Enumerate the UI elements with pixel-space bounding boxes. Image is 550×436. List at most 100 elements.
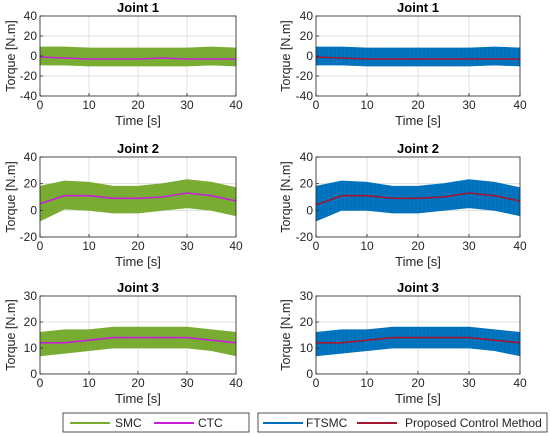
y-axis-label: Torque [N.m]	[279, 161, 293, 233]
x-tick-label: 0	[313, 376, 320, 390]
y-tick-label: 0	[30, 367, 37, 381]
chart-panel-6: 0 10 20 30 40 0 10 20 30 Joint 3 Time [s] Torque [N…	[279, 280, 527, 406]
x-tick-label: 30	[462, 98, 476, 112]
x-tick-label: 0	[37, 376, 44, 390]
chart-panel-5: 0 10 20 30 40 0 10 20 30 Joint 3 Time [s] Torque [N…	[4, 280, 243, 406]
y-tick-label: 20	[300, 29, 314, 43]
x-axis-label: Time [s]	[395, 391, 441, 406]
y-tick-label: -40	[20, 89, 38, 103]
chart-title: Joint 1	[117, 0, 159, 15]
series-line-ctc	[39, 56, 236, 60]
y-tick-label: 20	[300, 177, 314, 191]
x-tick-label: 0	[37, 239, 44, 253]
y-tick-label: 0	[30, 203, 37, 217]
x-tick-label: 20	[411, 376, 425, 390]
x-tick-label: 40	[229, 239, 243, 253]
x-tick-label: 30	[462, 376, 476, 390]
chart-title: Joint 3	[397, 280, 439, 295]
chart-title: Joint 1	[397, 0, 439, 15]
legend-box	[257, 412, 548, 433]
y-tick-label: 0	[306, 203, 313, 217]
legend-label: FTSMC	[306, 416, 348, 430]
y-tick-label: 0	[30, 49, 37, 63]
y-tick-label: 0	[306, 367, 313, 381]
x-tick-label: 40	[513, 239, 527, 253]
series-band-texture	[39, 16, 237, 96]
x-tick-label: 30	[180, 239, 194, 253]
x-tick-label: 30	[462, 239, 476, 253]
x-tick-label: 0	[37, 98, 44, 112]
x-tick-label: 10	[82, 98, 96, 112]
x-axis-label: Time [s]	[395, 113, 441, 128]
x-tick-label: 40	[229, 98, 243, 112]
series-band-texture	[39, 296, 237, 374]
x-tick-label: 10	[82, 239, 96, 253]
y-tick-label: -20	[20, 69, 38, 83]
chart-title: Joint 3	[117, 280, 159, 295]
chart-title: Joint 2	[117, 141, 159, 156]
y-tick-label: 10	[300, 341, 314, 355]
y-tick-label: 20	[24, 177, 38, 191]
x-axis-label: Time [s]	[115, 254, 161, 269]
y-tick-label: 20	[24, 315, 38, 329]
x-tick-label: 30	[180, 376, 194, 390]
x-tick-label: 10	[360, 376, 374, 390]
y-tick-label: 20	[24, 29, 38, 43]
y-axis-label: Torque [N.m]	[279, 299, 293, 371]
series-band-texture	[315, 16, 521, 96]
x-tick-label: 10	[360, 98, 374, 112]
legend-label: CTC	[198, 416, 223, 430]
series-line-proposed	[315, 192, 521, 206]
legend-label: SMC	[115, 416, 142, 430]
series-band-texture	[315, 296, 521, 374]
x-tick-label: 20	[411, 239, 425, 253]
y-tick-label: 30	[24, 289, 38, 303]
x-tick-label: 20	[131, 376, 145, 390]
y-tick-label: 20	[300, 315, 314, 329]
y-axis-label: Torque [N.m]	[4, 161, 18, 233]
y-axis-label: Torque [N.m]	[4, 299, 18, 371]
y-tick-label: -40	[296, 89, 314, 103]
x-tick-label: 10	[360, 239, 374, 253]
series-line-ctc	[40, 336, 237, 344]
x-axis-label: Time [s]	[115, 391, 161, 406]
x-tick-label: 30	[180, 98, 194, 112]
y-tick-label: 40	[24, 150, 38, 164]
x-tick-label: 40	[513, 376, 527, 390]
y-axis-label: Torque [N.m]	[4, 20, 18, 92]
y-tick-label: -20	[296, 230, 314, 244]
y-tick-label: 10	[24, 341, 38, 355]
legend-area: SMC CTC FTSMC Proposed Control Method	[62, 412, 548, 433]
x-tick-label: 0	[313, 98, 320, 112]
x-tick-label: 20	[131, 98, 145, 112]
x-tick-label: 20	[411, 98, 425, 112]
x-tick-label: 40	[513, 98, 527, 112]
legend-right: FTSMC Proposed Control Method	[257, 412, 548, 433]
x-tick-label: 40	[229, 376, 243, 390]
y-axis-label: Torque [N.m]	[279, 20, 293, 92]
legend-label: Proposed Control Method	[405, 416, 542, 430]
series-line-proposed	[316, 336, 521, 344]
series-line-proposed	[315, 56, 520, 60]
x-axis-label: Time [s]	[115, 113, 161, 128]
x-tick-label: 0	[313, 239, 320, 253]
x-tick-label: 20	[131, 239, 145, 253]
x-axis-label: Time [s]	[395, 254, 441, 269]
y-tick-label: 30	[300, 289, 314, 303]
chart-title: Joint 2	[397, 141, 439, 156]
y-tick-label: 0	[306, 49, 313, 63]
chart-panel-2: 0 10 20 30 40 -40 -20 0 20 40 Joint 1 Time [s] Torqu…	[279, 0, 527, 128]
chart-panel-1: 0 10 20 30 40 -40 -20 0 20 40 Joint 1 Time [s] Torqu…	[4, 0, 243, 128]
y-tick-label: 40	[300, 150, 314, 164]
x-tick-label: 10	[82, 376, 96, 390]
series-line-ctc	[39, 192, 237, 205]
y-tick-label: -20	[20, 230, 38, 244]
y-tick-label: 40	[24, 9, 38, 23]
y-tick-label: -20	[296, 69, 314, 83]
y-tick-label: 40	[300, 9, 314, 23]
legend-left: SMC CTC	[62, 412, 250, 433]
